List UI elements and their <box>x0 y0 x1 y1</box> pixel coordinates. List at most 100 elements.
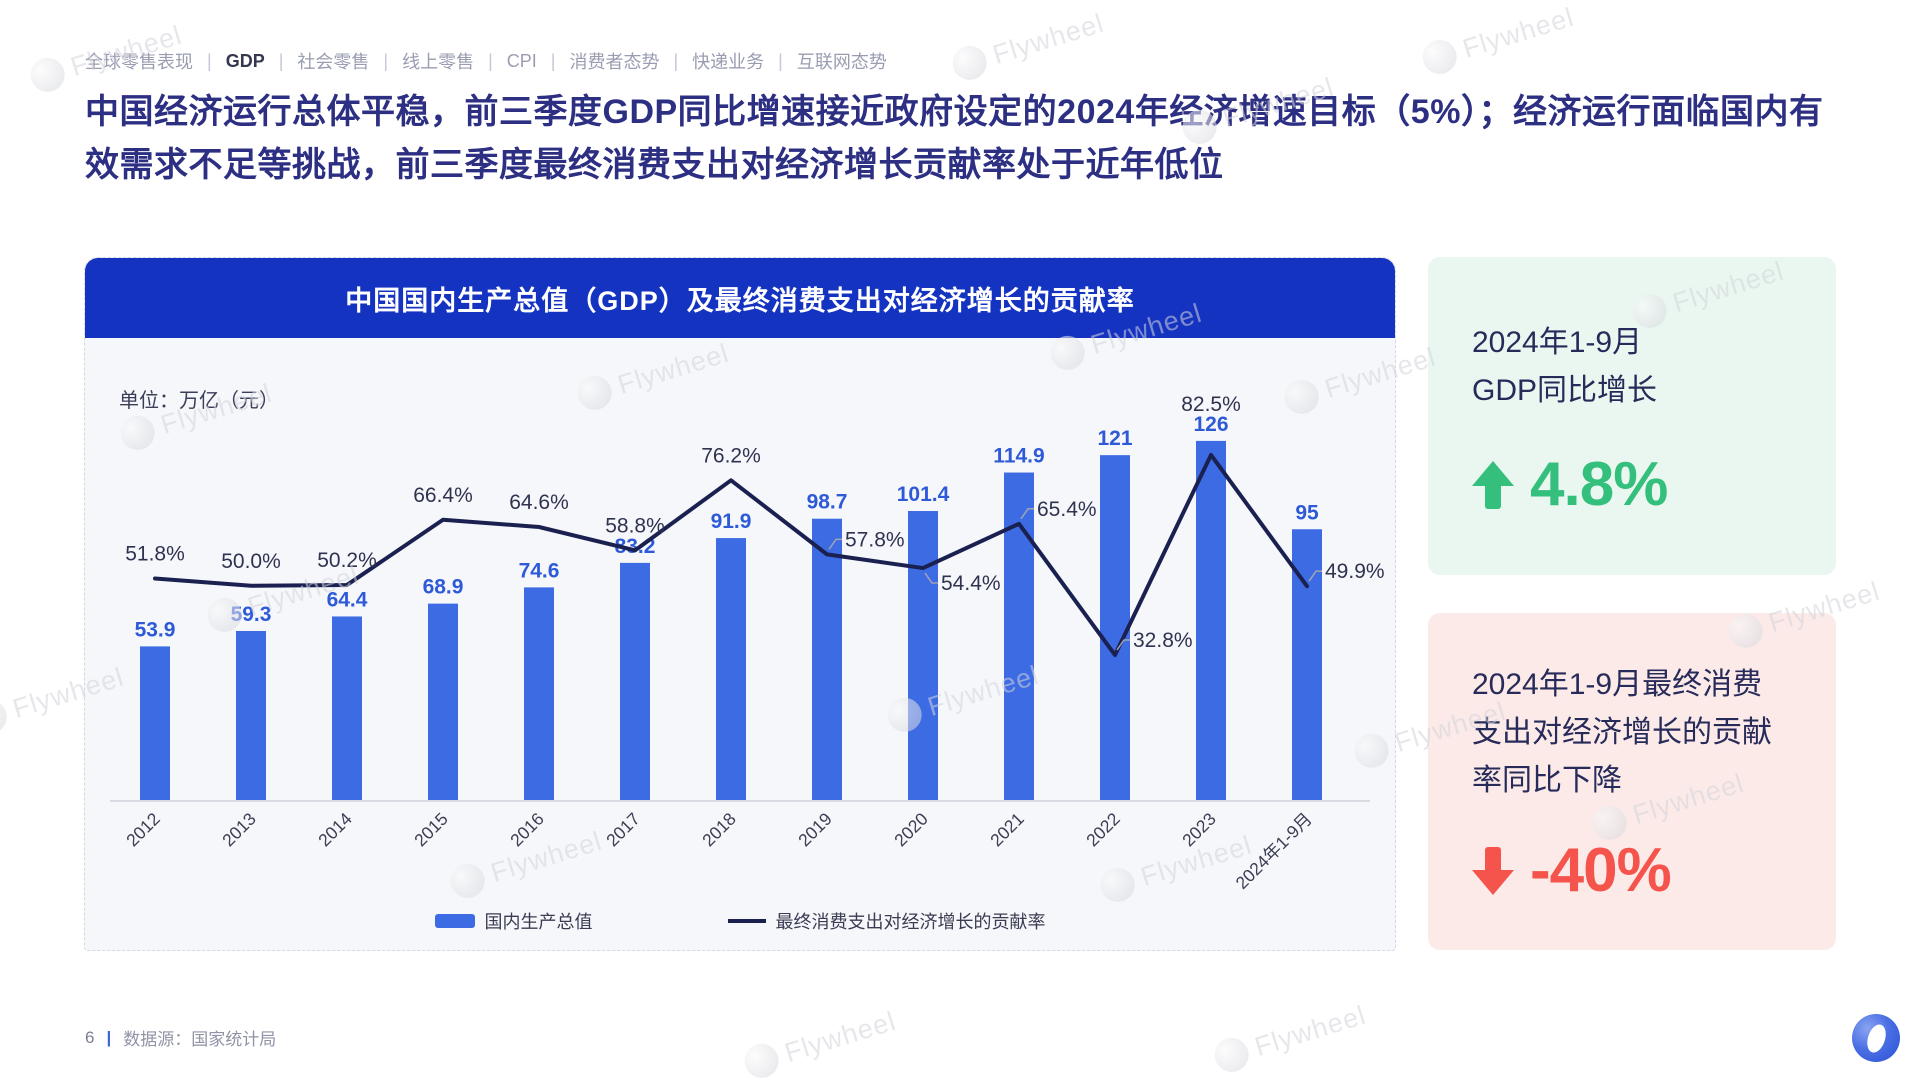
x-axis-label: 2020 <box>890 809 932 851</box>
gdp-bar <box>620 562 650 800</box>
bar-value-label: 98.7 <box>807 491 848 514</box>
flywheel-logo-icon <box>1852 1014 1900 1062</box>
label-connector <box>828 538 842 550</box>
gdp-bar <box>716 538 746 800</box>
x-axis-label: 2014 <box>314 809 356 851</box>
kpi-gdp-value: 4.8% <box>1530 450 1668 519</box>
gdp-bar <box>1100 455 1130 800</box>
bar-value-label: 64.4 <box>327 588 368 611</box>
line-swatch-icon <box>727 919 766 923</box>
nav-separator: | <box>488 50 493 71</box>
line-value-label: 58.8% <box>605 514 665 537</box>
watermark-text: Flywheel <box>1459 1 1578 64</box>
watermark-sphere-icon <box>948 41 991 85</box>
x-axis-label: 2016 <box>506 809 548 851</box>
label-connector <box>1116 639 1130 651</box>
nav-separator: | <box>550 50 556 71</box>
flywheel-watermark: Flywheel <box>948 6 1108 85</box>
nav-separator: | <box>673 50 679 71</box>
line-value-label: 49.9% <box>1325 560 1385 583</box>
nav-item-互联网态势[interactable]: 互联网态势 <box>796 52 887 72</box>
x-axis-label: 2017 <box>602 809 644 851</box>
page-number: 6 <box>85 1027 95 1047</box>
watermark-sphere-icon <box>1210 1033 1253 1077</box>
x-axis-label: 2022 <box>1082 809 1124 851</box>
x-axis-label: 2012 <box>122 809 164 851</box>
arrow-down-icon <box>1472 846 1514 895</box>
arrow-up-icon <box>1472 460 1514 509</box>
nav-separator: | <box>383 50 389 71</box>
x-axis-label: 2023 <box>1178 809 1220 851</box>
watermark-text: Flywheel <box>989 7 1108 70</box>
gdp-bar <box>1196 440 1226 800</box>
nav-separator: | <box>207 50 212 71</box>
x-axis-label: 2024年1-9月 <box>1232 809 1316 893</box>
bar-value-label: 95 <box>1295 501 1319 524</box>
flywheel-watermark: Flywheel <box>1210 998 1370 1077</box>
unit-label: 单位：万亿（元） <box>119 390 279 412</box>
top-nav: 全球零售表现 | GDP | 社会零售 | 线上零售 | CPI | 消费者态势 | 快递业务 | 互联网态… <box>85 48 887 74</box>
bar-value-label: 91.9 <box>711 510 752 533</box>
gdp-bar <box>236 630 266 800</box>
watermark-sphere-icon <box>740 1039 783 1080</box>
footer-divider: | <box>106 1027 112 1047</box>
nav-separator: | <box>278 50 284 71</box>
line-value-label: 50.2% <box>317 549 377 572</box>
bar-value-label: 114.9 <box>993 445 1044 468</box>
line-value-label: 66.4% <box>413 484 473 507</box>
bar-value-label: 74.6 <box>519 559 560 582</box>
kpi-gdp-label: 2024年1-9月 GDP同比增长 <box>1472 326 1658 407</box>
line-value-label: 64.6% <box>509 491 569 514</box>
nav-item-CPI[interactable]: CPI <box>506 50 537 71</box>
kpi-card-gdp-growth: 2024年1-9月 GDP同比增长 4.8% <box>1428 257 1836 575</box>
nav-item-线上零售[interactable]: 线上零售 <box>402 52 475 72</box>
nav-item-全球零售表现[interactable]: 全球零售表现 <box>85 52 193 72</box>
label-connector <box>1020 508 1034 520</box>
contribution-line <box>153 452 1309 657</box>
x-axis-label: 2021 <box>986 809 1028 851</box>
nav-item-消费者态势[interactable]: 消费者态势 <box>569 52 660 72</box>
gdp-bar <box>908 511 938 800</box>
chart-title: 中国国内生产总值（GDP）及最终消费支出对经济增长的贡献率 <box>345 285 1135 316</box>
line-value-label: 65.4% <box>1037 498 1097 521</box>
line-value-label: 76.2% <box>701 444 761 467</box>
x-axis-label: 2018 <box>698 809 740 851</box>
gdp-bar <box>1004 472 1034 800</box>
x-axis-label: 2013 <box>218 809 260 851</box>
line-value-label: 57.8% <box>845 528 905 551</box>
bar-value-label: 59.3 <box>231 603 272 626</box>
nav-item-GDP[interactable]: GDP <box>225 50 265 71</box>
watermark-sphere-icon <box>0 695 11 739</box>
gdp-bar <box>140 646 170 800</box>
flywheel-watermark: Flywheel <box>1418 0 1578 79</box>
line-value-label: 51.8% <box>125 543 185 566</box>
x-axis-label: 2015 <box>410 809 452 851</box>
kpi-gdp-value-row: 4.8% <box>1472 449 1794 520</box>
line-value-label: 54.4% <box>941 572 1001 595</box>
gdp-bar <box>332 616 362 800</box>
bar-value-label: 101.4 <box>897 483 950 506</box>
kpi-consumption-label: 2024年1-9月最终消费 支出对经济增长的贡献 率同比下降 <box>1472 668 1772 797</box>
data-source: 数据源：国家统计局 <box>123 1030 277 1049</box>
chart-panel-header: 中国国内生产总值（GDP）及最终消费支出对经济增长的贡献率 <box>85 258 1395 338</box>
nav-item-快递业务[interactable]: 快递业务 <box>692 52 765 72</box>
kpi-card-consumption-contribution: 2024年1-9月最终消费 支出对经济增长的贡献 率同比下降 -40% <box>1428 613 1836 950</box>
chart-plot-area: 53.9 2012 59.3 2013 64.4 2014 68.9 2015 74.6 2016… <box>85 338 1395 950</box>
legend-label-gdp: 国内生产总值 <box>484 912 593 932</box>
gdp-bar <box>812 518 842 800</box>
watermark-sphere-icon <box>1418 35 1461 79</box>
label-connector <box>1308 570 1322 582</box>
nav-item-社会零售[interactable]: 社会零售 <box>297 52 370 72</box>
gdp-combo-chart: 53.9 2012 59.3 2013 64.4 2014 68.9 2015 74.6 2016… <box>110 393 1385 893</box>
page-title: 中国经济运行总体平稳，前三季度GDP同比增速接近政府设定的2024年经济增速目标… <box>85 93 1824 184</box>
kpi-consumption-value-row: -40% <box>1472 835 1794 906</box>
kpi-consumption-value: -40% <box>1530 836 1672 905</box>
watermark-text: Flywheel <box>781 1005 900 1068</box>
line-value-label: 32.8% <box>1133 629 1193 652</box>
gdp-bar <box>428 603 458 800</box>
bar-value-label: 121 <box>1097 427 1132 450</box>
legend-item-gdp: 国内生产总值 <box>434 908 593 934</box>
line-value-label: 50.0% <box>221 550 281 573</box>
flywheel-watermark: Flywheel <box>740 1004 900 1080</box>
